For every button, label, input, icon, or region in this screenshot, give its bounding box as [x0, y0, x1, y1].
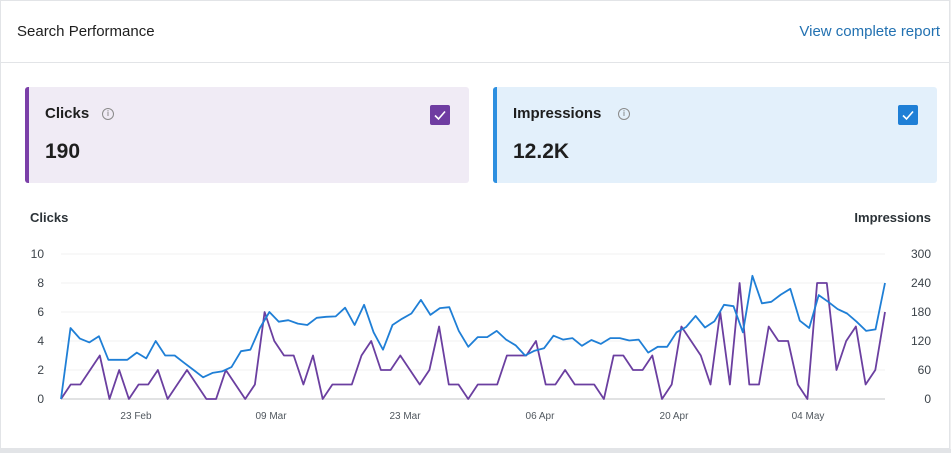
- y-left-tick-label: 6: [37, 305, 44, 319]
- info-icon[interactable]: i: [618, 108, 630, 120]
- impressions-checkbox[interactable]: [898, 105, 918, 125]
- x-tick-label: 20 Apr: [660, 411, 690, 422]
- y-left-tick-label: 8: [37, 276, 44, 290]
- impressions-value: 12.2K: [513, 140, 570, 163]
- impressions-card[interactable]: Impressions i 12.2K: [493, 87, 937, 183]
- y-right-tick-label: 60: [918, 363, 932, 377]
- clicks-series-line: [60, 282, 886, 400]
- left-axis-title: Clicks: [30, 210, 69, 225]
- y-right-tick-label: 240: [911, 276, 931, 290]
- x-tick-label: 04 May: [792, 411, 825, 422]
- x-tick-label: 09 Mar: [255, 411, 287, 422]
- panel-header: Search Performance View complete report: [1, 1, 949, 63]
- clicks-checkbox[interactable]: [430, 105, 450, 125]
- y-right-tick-label: 120: [911, 334, 931, 348]
- clicks-card[interactable]: Clicks i 190: [25, 87, 469, 183]
- impressions-label: Impressions: [513, 105, 602, 122]
- y-left-tick-label: 4: [37, 334, 44, 348]
- y-right-tick-label: 180: [911, 305, 931, 319]
- performance-chart: 0 2 4 6 8 10 0 60 120 180 240 300 23 Feb 09 Mar 23 Mar…: [31, 247, 932, 422]
- info-icon[interactable]: i: [102, 108, 114, 120]
- view-report-link[interactable]: View complete report: [799, 23, 940, 40]
- impressions-series-line: [60, 274, 886, 400]
- clicks-value: 190: [45, 140, 81, 163]
- x-tick-label: 23 Feb: [120, 411, 152, 422]
- y-left-tick-label: 0: [37, 392, 44, 406]
- y-left-tick-label: 2: [37, 363, 44, 377]
- bottom-strip: [0, 449, 951, 453]
- right-axis-title: Impressions: [854, 210, 931, 225]
- y-right-tick-label: 300: [911, 247, 931, 261]
- y-left-tick-label: 10: [31, 247, 45, 261]
- checkmark-icon: [902, 110, 914, 121]
- checkmark-icon: [434, 110, 446, 121]
- x-tick-label: 23 Mar: [389, 411, 421, 422]
- panel-title: Search Performance: [17, 23, 155, 40]
- y-right-tick-label: 0: [924, 392, 931, 406]
- x-tick-label: 06 Apr: [526, 411, 556, 422]
- clicks-label: Clicks: [45, 105, 90, 122]
